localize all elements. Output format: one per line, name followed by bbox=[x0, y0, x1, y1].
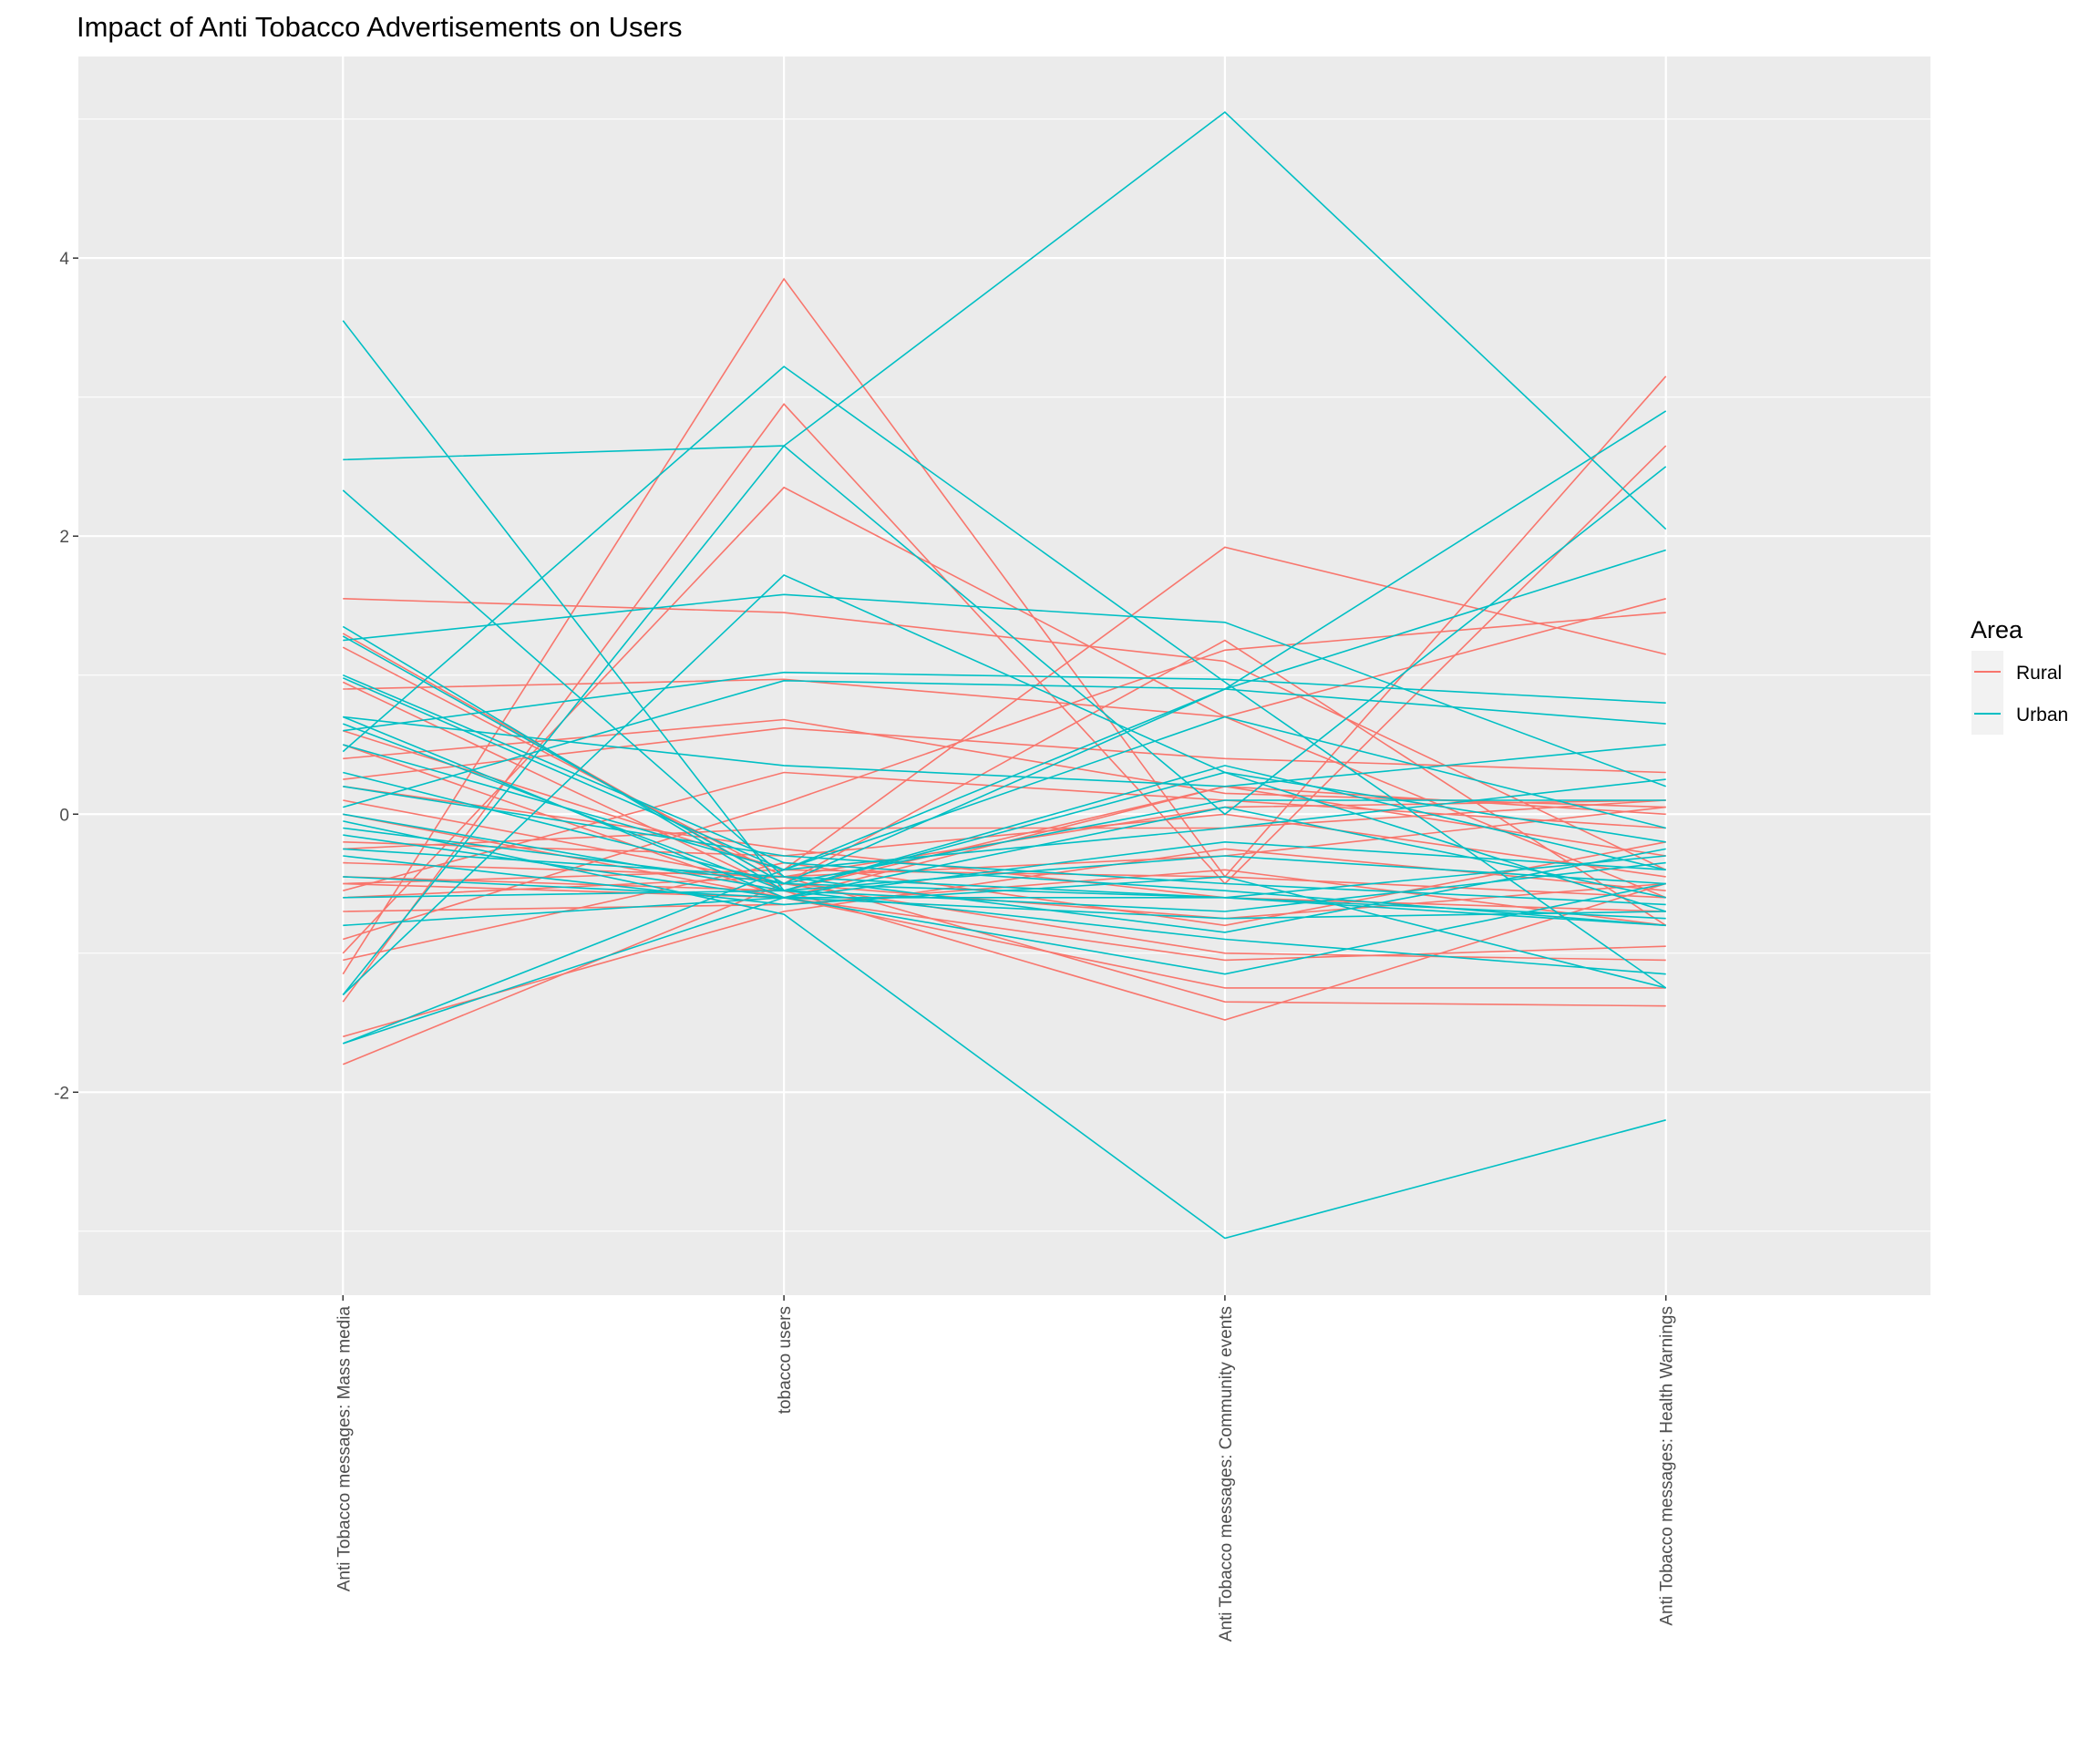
series-line-urban bbox=[343, 896, 1666, 927]
y-tick-label: 4 bbox=[59, 250, 69, 269]
series-line-urban bbox=[343, 715, 1666, 1045]
legend-label-urban: Urban bbox=[2016, 705, 2068, 726]
series-line-rural bbox=[343, 546, 1666, 885]
y-tick-label: -2 bbox=[54, 1084, 69, 1103]
series-line-urban bbox=[342, 573, 1666, 996]
series-line-urban bbox=[342, 625, 1666, 892]
x-tick-label: Anti Tobacco messages: Mass media bbox=[335, 1306, 354, 1592]
series-line-urban bbox=[342, 365, 1667, 989]
series-line-urban bbox=[343, 855, 1666, 989]
series-line-urban bbox=[343, 820, 1666, 1240]
series-line-rural bbox=[342, 403, 1667, 1003]
series-line-rural bbox=[343, 612, 1666, 941]
series-line-rural bbox=[342, 681, 1666, 892]
series-line-rural bbox=[342, 277, 1667, 975]
series-line-urban bbox=[342, 320, 1666, 892]
series-line-urban bbox=[342, 549, 1666, 871]
series-line-urban bbox=[342, 489, 1666, 927]
series-line-rural bbox=[343, 806, 1666, 878]
series-line-urban bbox=[342, 410, 1667, 885]
series-line-urban bbox=[343, 679, 1666, 808]
series-line-urban bbox=[343, 861, 1666, 912]
legend-key-background bbox=[1971, 651, 2003, 735]
series-line-rural bbox=[343, 813, 1666, 878]
series-line-urban bbox=[343, 593, 1666, 788]
series-line-urban bbox=[343, 876, 1666, 975]
x-tick-label: Anti Tobacco messages: Community events bbox=[1217, 1306, 1236, 1642]
series-line-urban bbox=[343, 771, 1666, 892]
series-line-urban bbox=[343, 671, 1666, 732]
series-line-urban bbox=[343, 110, 1667, 530]
series-line-urban bbox=[342, 715, 1666, 920]
series-line-rural bbox=[343, 876, 1666, 1021]
series-line-urban bbox=[343, 715, 1666, 788]
series-line-urban bbox=[343, 771, 1666, 885]
legend-title: Area bbox=[1971, 616, 2023, 643]
chart-title: Impact of Anti Tobacco Advertisements on… bbox=[77, 11, 683, 43]
series-line-urban bbox=[342, 444, 1667, 996]
series-line-urban bbox=[343, 848, 1666, 933]
y-tick-label: 0 bbox=[59, 806, 69, 825]
series-line-urban bbox=[343, 786, 1666, 906]
legend-label-rural: Rural bbox=[2016, 663, 2062, 684]
x-tick-label: Anti Tobacco messages: Health Warnings bbox=[1658, 1306, 1677, 1626]
x-tick-label: tobacco users bbox=[776, 1306, 795, 1414]
legend: Area Rural Urban bbox=[1971, 616, 2068, 735]
y-tick-label: 2 bbox=[59, 528, 69, 547]
series-line-urban bbox=[343, 806, 1666, 899]
